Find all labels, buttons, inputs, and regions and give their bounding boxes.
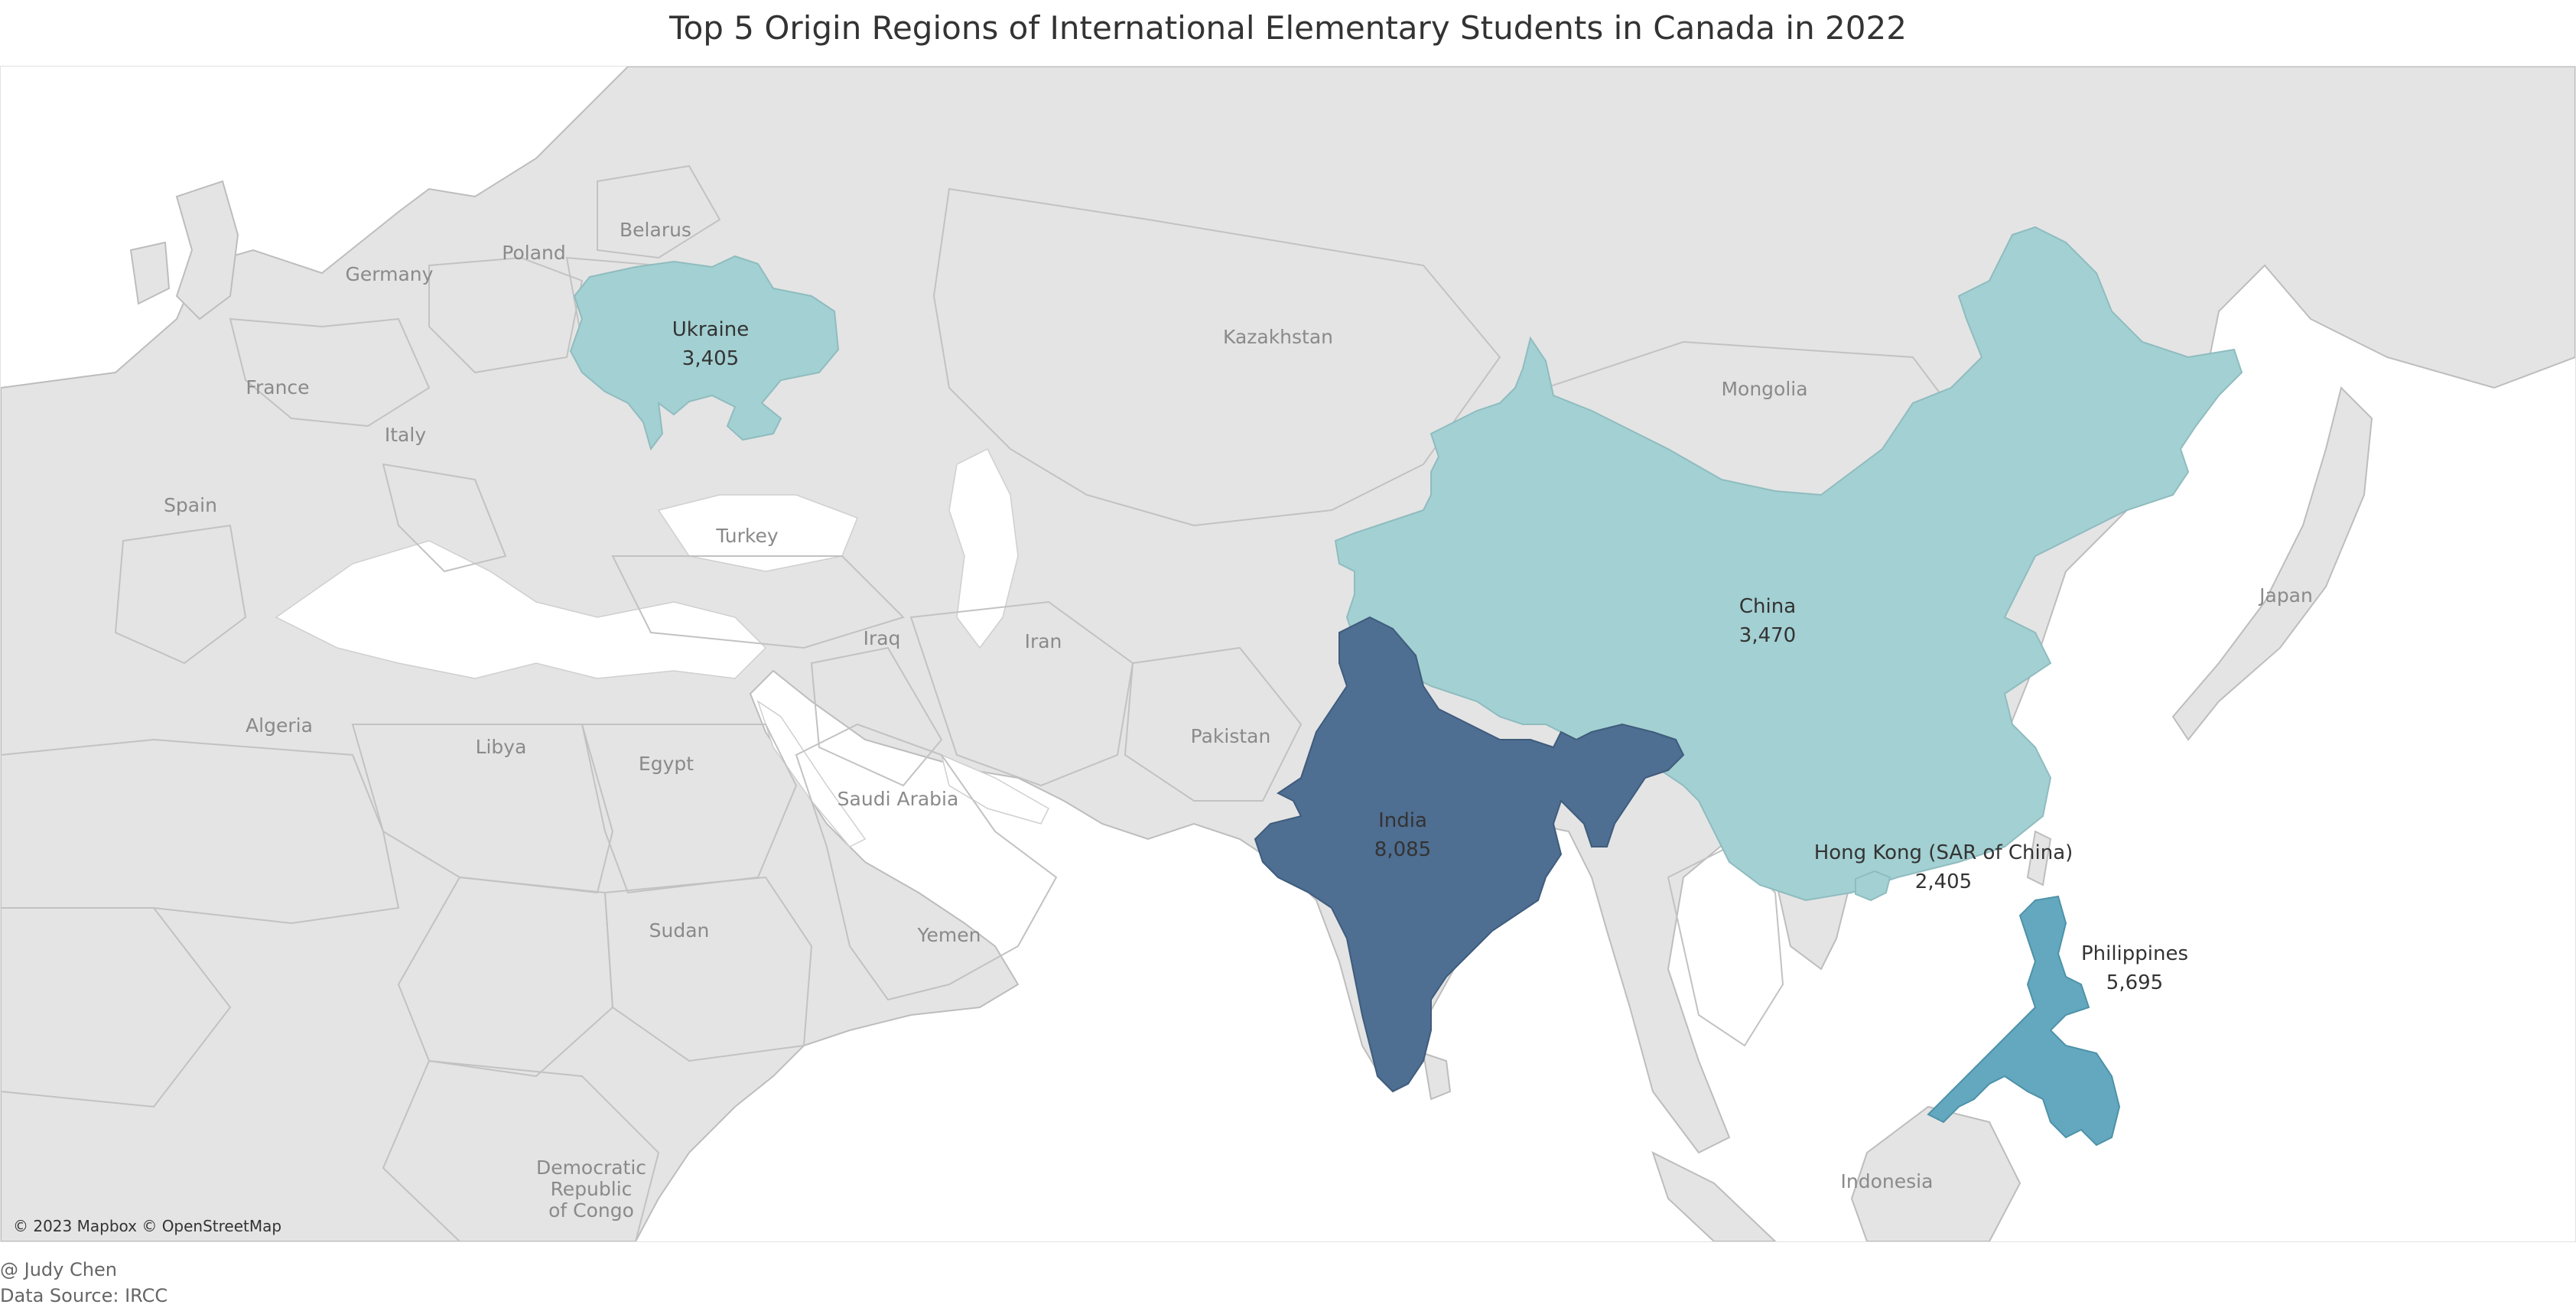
label-japan: Japan xyxy=(2258,584,2313,607)
label-iran: Iran xyxy=(1025,630,1062,652)
region-ukraine[interactable] xyxy=(569,255,840,451)
label-algeria: Algeria xyxy=(246,714,313,737)
label-libya: Libya xyxy=(476,736,527,758)
label-germany: Germany xyxy=(346,263,434,285)
highlight-regions xyxy=(569,226,2243,1147)
label-saudi-arabia: Saudi Arabia xyxy=(838,788,959,810)
label-italy: Italy xyxy=(385,424,426,446)
red-sea xyxy=(756,700,867,847)
border-arabia xyxy=(795,723,1058,1001)
label-ukraine-value: 3,405 xyxy=(682,347,739,370)
persian-gulf xyxy=(940,753,1049,825)
map-view[interactable]: Belarus Poland Germany France Italy Spai… xyxy=(0,66,2576,1242)
label-belarus: Belarus xyxy=(620,219,691,241)
label-iraq: Iraq xyxy=(864,627,901,649)
region-philippines[interactable] xyxy=(1927,895,2121,1147)
label-hong-kong-value: 2,405 xyxy=(1915,870,1972,893)
label-turkey: Turkey xyxy=(715,525,779,547)
label-indonesia: Indonesia xyxy=(1841,1170,1934,1192)
region-india[interactable] xyxy=(1254,616,1685,1093)
label-drc-line3: of Congo xyxy=(548,1199,634,1222)
caspian-sea xyxy=(948,447,1019,649)
land-british-isles xyxy=(175,180,239,320)
label-drc-line1: Democratic xyxy=(536,1156,646,1179)
land-sumatra xyxy=(1651,1151,1777,1241)
base-map-labels: Belarus Poland Germany France Italy Spai… xyxy=(164,219,2313,1222)
label-yemen: Yemen xyxy=(917,924,981,946)
land-taiwan xyxy=(2026,830,2052,886)
highlight-labels: Ukraine 3,405 China 3,470 India 8,085 Ho… xyxy=(672,318,2188,994)
label-mongolia: Mongolia xyxy=(1721,378,1807,400)
map-attribution[interactable]: © 2023 Mapbox © OpenStreetMap xyxy=(13,1217,282,1235)
label-kazakhstan: Kazakhstan xyxy=(1223,326,1333,348)
land-japan xyxy=(2171,386,2373,741)
label-india-value: 8,085 xyxy=(1374,838,1431,861)
label-ukraine-name: Ukraine xyxy=(672,318,749,341)
label-india-name: India xyxy=(1378,809,1427,832)
map-canvas[interactable]: Belarus Poland Germany France Italy Spai… xyxy=(1,67,2575,1241)
label-china-value: 3,470 xyxy=(1739,624,1796,647)
label-drc-line2: Republic xyxy=(551,1178,633,1200)
footer-data-source: Data Source: IRCC xyxy=(0,1285,168,1306)
mediterranean-sea xyxy=(275,540,767,679)
label-philippines-value: 5,695 xyxy=(2106,971,2163,994)
label-hong-kong-name: Hong Kong (SAR of China) xyxy=(1814,841,2073,864)
black-sea xyxy=(657,494,858,572)
label-spain: Spain xyxy=(164,494,217,516)
land-ireland xyxy=(129,241,171,305)
label-egypt: Egypt xyxy=(639,753,694,775)
label-france: France xyxy=(246,376,309,399)
land-sri-lanka xyxy=(1422,1052,1452,1101)
label-china-name: China xyxy=(1739,595,1796,618)
region-hong-kong[interactable] xyxy=(1855,870,1891,902)
label-sudan: Sudan xyxy=(649,919,710,942)
label-philippines-name: Philippines xyxy=(2081,942,2188,965)
label-pakistan: Pakistan xyxy=(1191,725,1271,747)
label-poland: Poland xyxy=(502,242,565,264)
footer-author: @ Judy Chen xyxy=(0,1259,117,1280)
chart-title: Top 5 Origin Regions of International El… xyxy=(669,9,1907,47)
